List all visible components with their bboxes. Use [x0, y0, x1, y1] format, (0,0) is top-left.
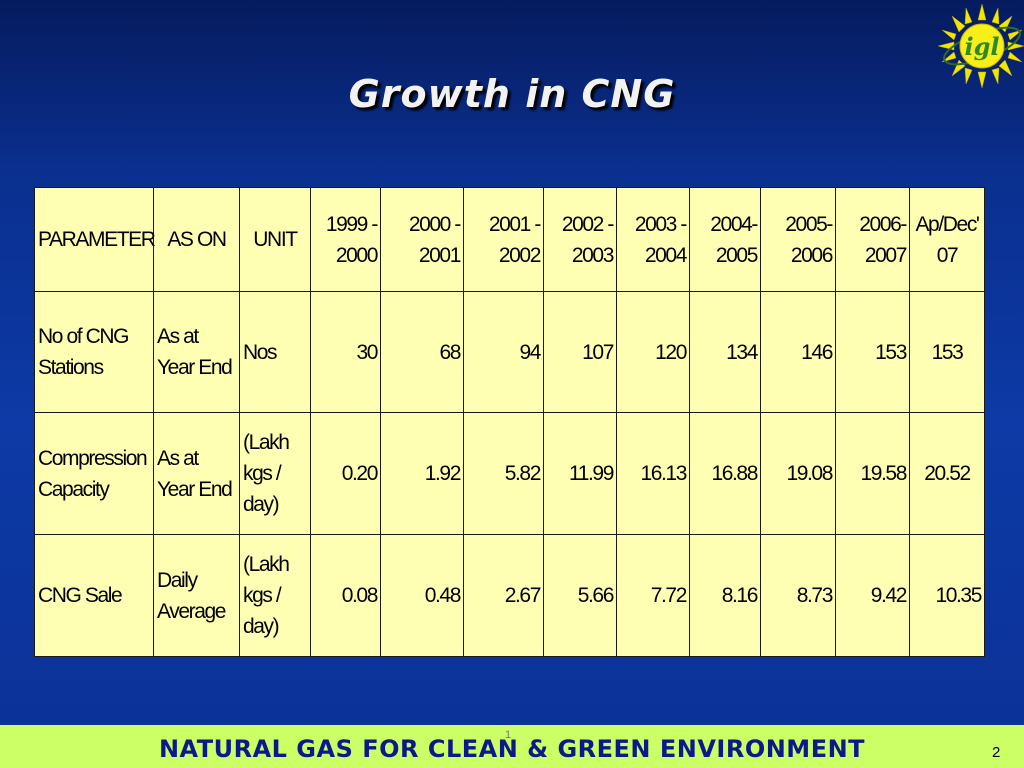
footer-band — [0, 725, 1024, 768]
row-value: 0.08 — [310, 534, 381, 657]
row-value: 9.42 — [835, 534, 910, 657]
row-value: 146 — [760, 291, 836, 413]
row-value: 30 — [310, 291, 381, 413]
header-year: 2006- 2007 — [835, 187, 910, 292]
header-year: Ap/Dec' 07 — [909, 187, 985, 292]
row-value: 153 — [909, 291, 985, 413]
footer-mark: 1 — [505, 729, 512, 741]
header-year: 2005- 2006 — [760, 187, 836, 292]
row-value: 68 — [380, 291, 464, 413]
row-as-on: As at Year End — [153, 412, 240, 535]
header-year: 2004- 2005 — [689, 187, 761, 292]
row-unit: (Lakh kgs / day) — [239, 412, 311, 535]
header-year: 2001 - 2002 — [463, 187, 544, 292]
row-value: 94 — [463, 291, 544, 413]
slide-title: Growth in CNG — [348, 72, 676, 116]
row-unit: Nos — [239, 291, 311, 413]
row-value: 20.52 — [909, 412, 985, 535]
row-value: 120 — [616, 291, 690, 413]
row-value: 16.88 — [689, 412, 761, 535]
row-value: 153 — [835, 291, 910, 413]
igl-logo: igl — [932, 0, 1024, 92]
row-parameter: No of CNG Stations — [34, 291, 154, 413]
row-value: 134 — [689, 291, 761, 413]
row-value: 19.08 — [760, 412, 836, 535]
row-as-on: As at Year End — [153, 291, 240, 413]
row-parameter: CNG Sale — [34, 534, 154, 657]
row-unit: (Lakh kgs / day) — [239, 534, 311, 657]
row-value: 0.48 — [380, 534, 464, 657]
row-value: 8.73 — [760, 534, 836, 657]
header-parameter: PARAMETER — [34, 187, 156, 292]
cng-growth-table: PARAMETER AS ON UNIT 1999 - 2000 2000 - … — [34, 187, 985, 657]
table-row: No of CNG Stations As at Year End Nos 30… — [34, 291, 985, 413]
row-value: 5.82 — [463, 412, 544, 535]
logo-text: igl — [964, 32, 999, 61]
header-year: 1999 - 2000 — [310, 187, 381, 292]
row-value: 16.13 — [616, 412, 690, 535]
header-row: PARAMETER AS ON UNIT 1999 - 2000 2000 - … — [34, 187, 985, 292]
row-value: 1.92 — [380, 412, 464, 535]
header-year: 2003 - 2004 — [616, 187, 690, 292]
row-value: 107 — [543, 291, 617, 413]
row-value: 0.20 — [310, 412, 381, 535]
row-value: 19.58 — [835, 412, 910, 535]
table-row: Compression Capacity As at Year End (Lak… — [34, 412, 985, 535]
row-value: 5.66 — [543, 534, 617, 657]
row-value: 10.35 — [909, 534, 985, 657]
row-parameter: Compression Capacity — [34, 412, 154, 535]
table-row: CNG Sale Daily Average (Lakh kgs / day) … — [34, 534, 985, 657]
row-value: 7.72 — [616, 534, 690, 657]
header-as-on: AS ON — [153, 187, 240, 292]
header-unit: UNIT — [239, 187, 311, 292]
page-number: 2 — [992, 744, 1001, 761]
row-value: 2.67 — [463, 534, 544, 657]
header-year: 2000 - 2001 — [380, 187, 464, 292]
footer-slogan: NATURAL GAS FOR CLEAN & GREEN ENVIRONMEN… — [158, 735, 866, 763]
header-year: 2002 - 2003 — [543, 187, 617, 292]
row-value: 8.16 — [689, 534, 761, 657]
row-value: 11.99 — [543, 412, 617, 535]
row-as-on: Daily Average — [153, 534, 240, 657]
